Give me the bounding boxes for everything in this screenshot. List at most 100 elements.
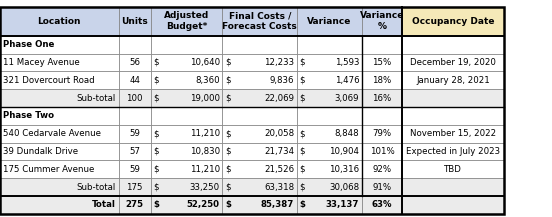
Text: 3,069: 3,069: [335, 94, 359, 103]
Bar: [402, 107, 504, 125]
Text: 92%: 92%: [373, 165, 391, 174]
Bar: [297, 36, 362, 54]
Bar: [222, 107, 297, 125]
Text: Adjusted
Budget*: Adjusted Budget*: [164, 12, 209, 31]
Text: $: $: [225, 76, 231, 85]
Bar: [151, 143, 222, 160]
Text: $: $: [153, 182, 159, 192]
Text: 63,318: 63,318: [264, 182, 294, 192]
Text: 175 Cummer Avenue: 175 Cummer Avenue: [3, 165, 95, 174]
Bar: [119, 160, 151, 178]
Text: Units: Units: [121, 17, 148, 26]
Text: 10,904: 10,904: [330, 147, 359, 156]
Text: $: $: [225, 94, 231, 103]
Text: $: $: [153, 76, 159, 85]
Text: 59: 59: [129, 165, 140, 174]
Text: 540 Cedarvale Avenue: 540 Cedarvale Avenue: [3, 129, 102, 138]
Bar: [222, 160, 297, 178]
Bar: [151, 36, 222, 54]
Text: $: $: [300, 129, 305, 138]
Bar: [119, 36, 151, 54]
Bar: [402, 160, 504, 178]
Bar: [297, 7, 362, 36]
Bar: [222, 178, 297, 196]
Text: $: $: [300, 147, 305, 156]
Text: $: $: [153, 129, 159, 138]
Bar: [119, 71, 151, 89]
Text: 63%: 63%: [371, 200, 392, 209]
Bar: [0, 54, 119, 71]
Text: $: $: [225, 200, 231, 209]
Bar: [119, 7, 151, 36]
Text: 30,068: 30,068: [329, 182, 359, 192]
Bar: [222, 71, 297, 89]
Bar: [402, 196, 504, 214]
Text: 22,069: 22,069: [264, 94, 294, 103]
Text: TBD: TBD: [444, 165, 462, 174]
Bar: [402, 36, 504, 54]
Bar: [119, 178, 151, 196]
Text: Total: Total: [92, 200, 115, 209]
Bar: [297, 178, 362, 196]
Bar: [222, 89, 297, 107]
Bar: [151, 71, 222, 89]
Bar: [222, 125, 297, 143]
Text: January 28, 2021: January 28, 2021: [416, 76, 490, 85]
Text: 19,000: 19,000: [190, 94, 220, 103]
Text: 11 Macey Avenue: 11 Macey Avenue: [3, 58, 80, 67]
Text: $: $: [300, 94, 305, 103]
Text: 10,316: 10,316: [329, 165, 359, 174]
Text: 39 Dundalk Drive: 39 Dundalk Drive: [3, 147, 78, 156]
Text: 21,734: 21,734: [264, 147, 294, 156]
Text: $: $: [300, 165, 305, 174]
Bar: [151, 89, 222, 107]
Text: 100: 100: [126, 94, 143, 103]
Text: 8,360: 8,360: [195, 76, 220, 85]
Text: Variance: Variance: [307, 17, 352, 26]
Bar: [297, 196, 362, 214]
Text: 11,210: 11,210: [189, 165, 220, 174]
Text: 275: 275: [126, 200, 144, 209]
Text: $: $: [225, 129, 231, 138]
Text: 1,593: 1,593: [335, 58, 359, 67]
Bar: [222, 54, 297, 71]
Bar: [151, 125, 222, 143]
Text: Sub-total: Sub-total: [76, 182, 115, 192]
Bar: [362, 160, 402, 178]
Bar: [0, 36, 119, 54]
Text: Phase Two: Phase Two: [3, 111, 55, 120]
Text: $: $: [153, 94, 159, 103]
Text: $: $: [300, 200, 306, 209]
Bar: [297, 71, 362, 89]
Text: 33,137: 33,137: [326, 200, 359, 209]
Text: Phase One: Phase One: [3, 40, 55, 49]
Text: $: $: [153, 165, 159, 174]
Bar: [402, 178, 504, 196]
Text: $: $: [225, 182, 231, 192]
Text: $: $: [300, 58, 305, 67]
Bar: [0, 89, 119, 107]
Bar: [402, 125, 504, 143]
Bar: [119, 143, 151, 160]
Text: 44: 44: [129, 76, 140, 85]
Text: 21,526: 21,526: [264, 165, 294, 174]
Bar: [362, 196, 402, 214]
Text: December 19, 2020: December 19, 2020: [410, 58, 496, 67]
Bar: [222, 143, 297, 160]
Text: $: $: [153, 58, 159, 67]
Text: $: $: [225, 147, 231, 156]
Text: 11,210: 11,210: [189, 129, 220, 138]
Bar: [297, 143, 362, 160]
Bar: [222, 36, 297, 54]
Text: Expected in July 2023: Expected in July 2023: [406, 147, 500, 156]
Bar: [151, 196, 222, 214]
Bar: [297, 89, 362, 107]
Text: Sub-total: Sub-total: [76, 94, 115, 103]
Text: 9,836: 9,836: [270, 76, 294, 85]
Bar: [402, 71, 504, 89]
Text: 12,233: 12,233: [264, 58, 294, 67]
Bar: [119, 196, 151, 214]
Text: 8,848: 8,848: [335, 129, 359, 138]
Bar: [151, 54, 222, 71]
Text: 56: 56: [129, 58, 140, 67]
